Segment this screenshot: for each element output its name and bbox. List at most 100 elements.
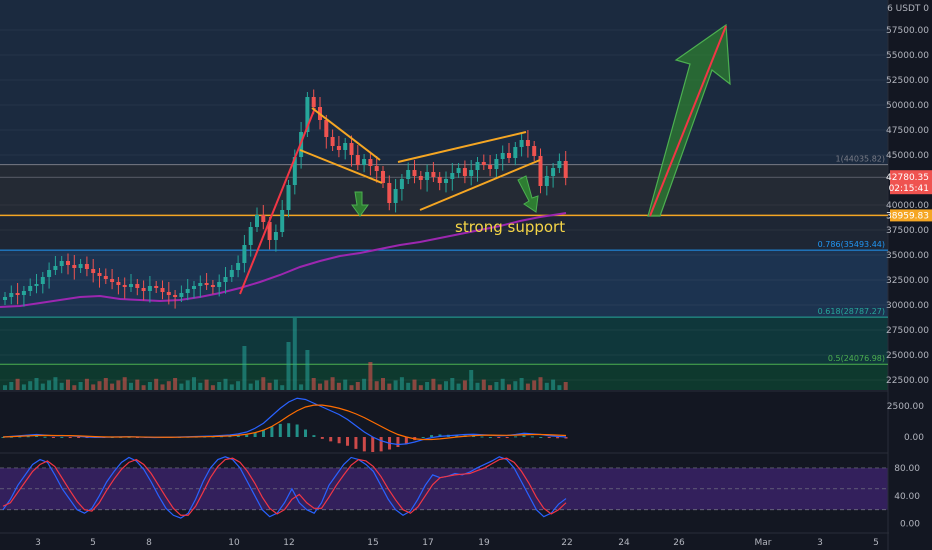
green-arrow-down-2[interactable] <box>517 175 539 213</box>
candle-body[interactable] <box>110 279 115 282</box>
candle-body[interactable] <box>450 173 455 179</box>
candle-body[interactable] <box>28 286 33 291</box>
candle-body[interactable] <box>116 282 121 285</box>
candle-body[interactable] <box>494 159 499 169</box>
candle-body[interactable] <box>456 168 461 173</box>
candle-body[interactable] <box>179 293 184 297</box>
candle-body[interactable] <box>500 153 505 159</box>
candle-body[interactable] <box>425 172 430 180</box>
green-arrow-down-1[interactable] <box>351 191 369 217</box>
candle-body[interactable] <box>387 183 392 203</box>
candle-body[interactable] <box>91 269 96 273</box>
candle-body[interactable] <box>330 137 335 146</box>
candle-body[interactable] <box>444 179 448 183</box>
candle-body[interactable] <box>393 189 398 203</box>
triangle-line-lower[interactable] <box>299 149 383 184</box>
candle-body[interactable] <box>261 215 266 222</box>
candle-body[interactable] <box>78 264 83 268</box>
candle-body[interactable] <box>59 261 64 266</box>
candle-body[interactable] <box>557 161 562 168</box>
candle-body[interactable] <box>286 185 291 210</box>
candle-body[interactable] <box>47 270 52 277</box>
candle-body[interactable] <box>462 168 467 176</box>
candle-body[interactable] <box>40 277 45 284</box>
candle-body[interactable] <box>34 284 39 286</box>
candle-body[interactable] <box>72 265 77 268</box>
candle-body[interactable] <box>223 277 228 282</box>
candle-body[interactable] <box>519 140 524 147</box>
candle-body[interactable] <box>469 170 474 176</box>
candle-body[interactable] <box>362 159 367 165</box>
triangle-line-upper[interactable] <box>311 107 381 161</box>
candle-body[interactable] <box>210 285 215 287</box>
candle-body[interactable] <box>355 155 360 165</box>
candle-body[interactable] <box>311 97 316 107</box>
candle-body[interactable] <box>280 210 285 232</box>
candle-body[interactable] <box>406 170 411 179</box>
support-price-value: 38959.83 <box>886 211 929 221</box>
current-price-tag[interactable] <box>890 170 932 195</box>
candle-body[interactable] <box>154 286 159 288</box>
candle-body[interactable] <box>185 289 190 293</box>
candle-body[interactable] <box>242 245 247 263</box>
candle-body[interactable] <box>525 140 530 146</box>
candle-body[interactable] <box>399 179 404 189</box>
candle-body[interactable] <box>267 222 272 240</box>
candle-body[interactable] <box>273 232 278 240</box>
candle-body[interactable] <box>475 162 480 170</box>
candle-body[interactable] <box>160 288 165 292</box>
candle-body[interactable] <box>481 162 486 165</box>
trend-line-red-2[interactable] <box>649 25 727 217</box>
candle-body[interactable] <box>217 282 222 287</box>
candle-body[interactable] <box>343 143 348 150</box>
candle-body[interactable] <box>204 283 209 285</box>
candle-body[interactable] <box>255 215 259 227</box>
candle-body[interactable] <box>488 165 493 169</box>
candle-body[interactable] <box>122 285 127 287</box>
candle-body[interactable] <box>198 283 203 286</box>
candle-body[interactable] <box>349 143 354 155</box>
candle-body[interactable] <box>336 146 341 150</box>
candle-body[interactable] <box>507 153 511 158</box>
candle-body[interactable] <box>544 176 549 186</box>
candle-body[interactable] <box>431 172 436 177</box>
candle-body[interactable] <box>141 288 146 291</box>
candle-body[interactable] <box>192 286 196 289</box>
candle-body[interactable] <box>437 177 442 183</box>
candle-body[interactable] <box>147 286 152 291</box>
candle-body[interactable] <box>129 284 133 287</box>
candle-body[interactable] <box>324 120 329 137</box>
candle-body[interactable] <box>538 156 543 186</box>
candle-body[interactable] <box>563 161 568 178</box>
candle-body[interactable] <box>551 168 556 176</box>
candle-body[interactable] <box>66 261 70 265</box>
candle-body[interactable] <box>513 147 518 158</box>
candle-body[interactable] <box>3 297 7 300</box>
candle-body[interactable] <box>305 97 310 132</box>
candle-body[interactable] <box>103 276 108 279</box>
candle-body[interactable] <box>412 170 417 176</box>
candle-body[interactable] <box>84 264 89 269</box>
candle-body[interactable] <box>166 292 171 295</box>
candle-body[interactable] <box>135 284 140 288</box>
candle-body[interactable] <box>236 263 241 270</box>
candle-body[interactable] <box>532 146 537 156</box>
candle-body[interactable] <box>9 293 14 297</box>
candle-body[interactable] <box>53 266 58 270</box>
support-price-tag[interactable] <box>890 209 932 222</box>
candle-body[interactable] <box>21 291 26 295</box>
wedge-line-lower[interactable] <box>419 159 541 211</box>
candle-body[interactable] <box>292 157 297 185</box>
candle-body[interactable] <box>15 293 20 295</box>
trend-line-red-1[interactable] <box>239 107 316 295</box>
candle-body[interactable] <box>418 176 423 180</box>
candle-body[interactable] <box>248 227 253 245</box>
wedge-line-upper[interactable] <box>397 131 527 163</box>
candle-body[interactable] <box>97 273 102 276</box>
candle-body[interactable] <box>381 171 385 183</box>
candle-body[interactable] <box>374 166 379 171</box>
candle-body[interactable] <box>173 295 178 297</box>
candle-body[interactable] <box>368 159 373 166</box>
candle-body[interactable] <box>229 270 234 277</box>
